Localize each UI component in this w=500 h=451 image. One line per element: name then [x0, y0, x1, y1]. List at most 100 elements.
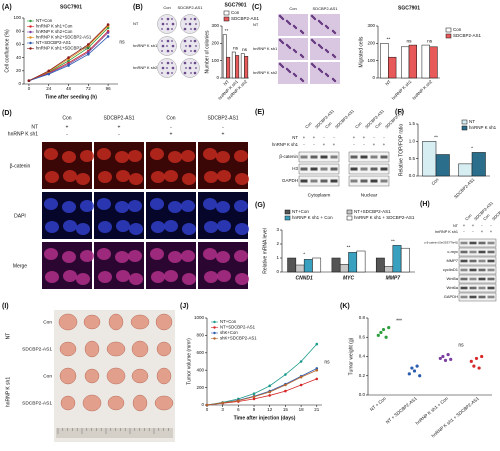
colony: [161, 50, 163, 52]
panel-label: (D): [2, 110, 12, 117]
condition-mark: +: [118, 124, 121, 130]
y-tick-label: 200: [196, 385, 204, 390]
x-tick-label: 0: [28, 86, 31, 91]
colony: [166, 23, 168, 25]
cell: [333, 55, 337, 59]
colony: [190, 28, 192, 30]
legend-label: shK+SDCBP2-AS1: [220, 336, 257, 341]
panel-label: (B): [133, 4, 143, 11]
data-point: [446, 352, 450, 357]
y-axis-label: Relative TOP/FOP ratio: [398, 124, 404, 176]
cell: [204, 221, 218, 233]
colony: [166, 39, 170, 43]
legend-label: hnRNP K sh1+SDCBP2-AS1: [36, 46, 92, 51]
annotation: **: [347, 244, 351, 250]
cell: [320, 70, 324, 74]
data-point: [27, 79, 31, 82]
cell: [115, 151, 129, 163]
group-label: NT: [5, 333, 11, 340]
tumor: [59, 341, 77, 357]
legend-label: hnRNP K sh1 + Con: [292, 215, 333, 220]
blot-band: [300, 155, 308, 159]
chart-title: SGC7901: [60, 4, 82, 10]
condition-label: NT: [31, 124, 38, 130]
y-tick-label: 40: [16, 55, 22, 60]
data-point: [477, 366, 481, 370]
data-point: [315, 377, 319, 381]
cell: [115, 251, 129, 263]
condition-label: NT: [453, 224, 459, 228]
cell: [63, 220, 77, 232]
blot-band: [330, 155, 338, 159]
blot-band: [460, 286, 468, 290]
bar: [339, 264, 349, 273]
cell: [45, 221, 59, 233]
y-tick-label: 2: [276, 241, 279, 246]
legend-label: NT+SDCBP2-AS1: [354, 209, 391, 214]
cell: [63, 270, 77, 282]
y-tick-label: 100: [211, 58, 219, 63]
cell: [217, 220, 231, 232]
colony: [193, 71, 197, 75]
data-point: [443, 358, 448, 362]
colony: [190, 18, 192, 20]
cell: [326, 50, 330, 54]
blot-band: [380, 155, 388, 159]
row-label: Merge: [13, 263, 27, 269]
cell: [97, 198, 111, 210]
legend-marker: [213, 337, 216, 340]
cell: [234, 150, 248, 162]
cell: [204, 171, 218, 183]
tumor: [59, 367, 77, 385]
colony: [161, 44, 165, 48]
column-label: SDCBP2-AS1: [207, 115, 238, 121]
legend-label: Con: [231, 10, 240, 15]
data-point: [106, 23, 110, 26]
legend-swatch: [346, 215, 353, 221]
row-label: SDCBP2-AS1: [22, 400, 52, 406]
blot-band: [320, 179, 328, 183]
cell: [182, 223, 196, 235]
data-point: [480, 354, 484, 359]
row-label: Con: [43, 373, 52, 379]
cell: [164, 220, 178, 232]
colony: [190, 40, 192, 42]
blot-band: [360, 167, 368, 171]
cell: [301, 79, 305, 83]
blot-band: [487, 241, 495, 245]
tumor: [84, 368, 100, 384]
legend-label: hnRNP K sh1+Con: [36, 24, 73, 29]
x-tick-label: Con: [430, 177, 440, 187]
legend-label: Con: [453, 27, 462, 32]
annotation: *: [471, 146, 473, 152]
legend-label: SDCBP2-AS1: [231, 16, 260, 21]
colony: [161, 28, 163, 30]
column-label: SDCBP2-AS1: [313, 6, 339, 11]
band-label: MMP7: [446, 258, 458, 263]
colony: [188, 22, 192, 26]
fraction-label: Cytoplasm: [308, 192, 331, 198]
cell: [150, 148, 164, 160]
condition-mark: +: [463, 223, 466, 228]
cell: [320, 22, 324, 26]
blot-band: [469, 241, 477, 245]
data-point: [87, 46, 90, 49]
blot-band: [370, 167, 378, 171]
colony: [171, 62, 173, 64]
condition-mark: -: [490, 223, 492, 228]
data-point: [441, 354, 445, 359]
y-tick-label: 0: [216, 75, 219, 80]
condition-mark: -: [383, 135, 385, 140]
column-label: Con: [482, 213, 491, 222]
tumor: [130, 314, 150, 330]
data-point: [47, 69, 51, 73]
colony: [171, 28, 173, 30]
chart-title: SGC7901: [398, 5, 420, 11]
panel-label: (E): [255, 109, 264, 116]
colony: [188, 66, 192, 70]
bar: [240, 53, 245, 79]
cell: [116, 220, 130, 232]
cell: [333, 31, 337, 35]
cell: [203, 198, 217, 210]
